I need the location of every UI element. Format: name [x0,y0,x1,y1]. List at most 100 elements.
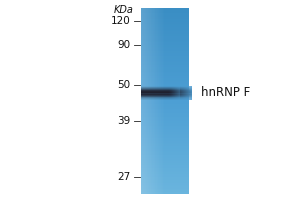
Bar [141,97,192,98]
Bar [141,161,189,163]
Bar [141,130,189,132]
Bar [184,86,185,100]
Bar [141,138,189,140]
Text: 120: 120 [111,16,130,26]
Bar [161,8,162,194]
Bar [156,8,157,194]
Bar [141,56,189,58]
Bar [141,11,189,13]
Bar [141,84,189,86]
Bar [163,8,164,194]
Bar [141,125,189,127]
Bar [141,189,189,191]
Bar [141,60,189,62]
Bar [141,150,189,152]
Text: hnRNP F: hnRNP F [201,86,250,99]
Bar [141,25,189,27]
Bar [181,86,182,100]
Bar [141,93,192,94]
Bar [141,22,189,23]
Bar [141,8,142,194]
Text: 90: 90 [117,40,130,50]
Bar [141,127,189,129]
Bar [141,43,189,45]
Bar [141,63,189,65]
Bar [174,86,175,100]
Bar [141,14,189,16]
Bar [141,54,189,56]
Bar [141,96,192,97]
Text: 27: 27 [117,172,130,182]
Bar [185,86,186,100]
Bar [141,90,189,92]
Bar [141,88,192,89]
Bar [182,86,183,100]
Bar [180,86,181,100]
Bar [141,76,189,78]
Bar [155,8,156,194]
Bar [141,80,189,82]
Bar [141,98,192,99]
Bar [141,23,189,25]
Bar [168,86,170,100]
Bar [141,160,189,161]
Bar [190,86,191,100]
Bar [141,181,189,183]
Bar [141,82,189,84]
Bar [141,68,189,70]
Bar [141,163,189,165]
Bar [141,31,189,33]
Bar [144,8,145,194]
Bar [141,91,192,92]
Bar [141,169,189,171]
Bar [141,18,189,20]
Bar [141,184,189,186]
Bar [141,34,189,36]
Bar [141,42,189,44]
Bar [141,73,189,75]
Bar [179,86,181,100]
Bar [188,86,189,100]
Bar [151,8,152,194]
Bar [141,99,192,100]
Bar [141,183,189,185]
Bar [141,180,189,182]
Bar [141,89,192,90]
Bar [141,136,189,138]
Bar [141,139,189,141]
Bar [187,86,188,100]
Bar [141,94,192,95]
Bar [146,8,147,194]
Bar [141,97,192,98]
Bar [178,86,179,100]
Bar [141,57,189,59]
Bar [141,95,192,96]
Bar [141,124,189,126]
Bar [141,144,189,146]
Bar [158,8,159,194]
Bar [141,77,189,79]
Bar [141,86,192,87]
Bar [141,147,189,149]
Bar [141,155,189,157]
Bar [141,166,189,168]
Bar [141,66,189,68]
Bar [141,135,189,137]
Bar [141,88,192,89]
Text: 39: 39 [117,116,130,126]
Bar [141,74,189,76]
Bar [141,153,189,155]
Bar [141,122,189,124]
Text: KDa: KDa [114,5,134,15]
Bar [141,32,189,34]
Bar [141,51,189,53]
Bar [171,86,172,100]
Bar [150,8,151,194]
Bar [176,86,178,100]
Bar [141,142,189,144]
Bar [141,98,189,99]
Bar [169,86,171,100]
Bar [141,90,192,91]
Bar [141,40,189,42]
Bar [141,9,189,11]
